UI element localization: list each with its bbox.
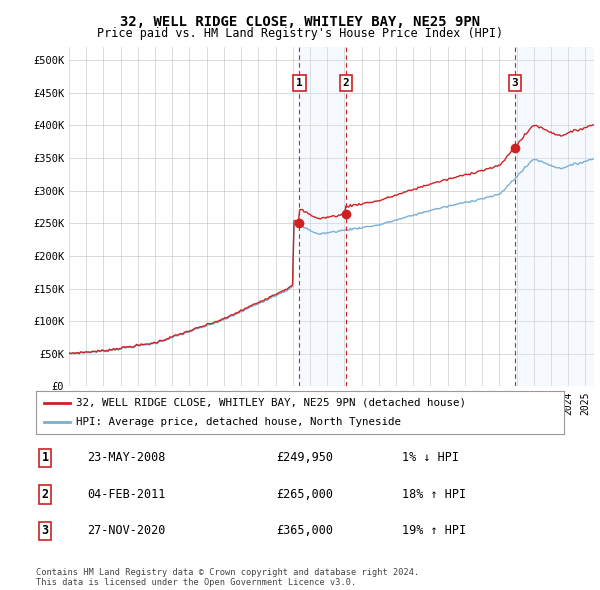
- Text: 27-NOV-2020: 27-NOV-2020: [87, 525, 166, 537]
- Text: 32, WELL RIDGE CLOSE, WHITLEY BAY, NE25 9PN (detached house): 32, WELL RIDGE CLOSE, WHITLEY BAY, NE25 …: [76, 398, 466, 408]
- Text: £265,000: £265,000: [276, 488, 333, 501]
- Bar: [299, 47, 346, 386]
- Text: 2: 2: [41, 488, 49, 501]
- Text: HPI: Average price, detached house, North Tyneside: HPI: Average price, detached house, Nort…: [76, 417, 401, 427]
- Text: 18% ↑ HPI: 18% ↑ HPI: [402, 488, 466, 501]
- Text: 04-FEB-2011: 04-FEB-2011: [87, 488, 166, 501]
- Bar: [515, 47, 594, 386]
- Text: 32, WELL RIDGE CLOSE, WHITLEY BAY, NE25 9PN: 32, WELL RIDGE CLOSE, WHITLEY BAY, NE25 …: [120, 15, 480, 29]
- Text: Price paid vs. HM Land Registry's House Price Index (HPI): Price paid vs. HM Land Registry's House …: [97, 27, 503, 40]
- Text: £249,950: £249,950: [276, 451, 333, 464]
- Text: 1: 1: [41, 451, 49, 464]
- Text: 1: 1: [296, 78, 303, 88]
- Text: 3: 3: [512, 78, 518, 88]
- Text: 3: 3: [41, 525, 49, 537]
- Text: £365,000: £365,000: [276, 525, 333, 537]
- Text: 2: 2: [343, 78, 349, 88]
- Text: 19% ↑ HPI: 19% ↑ HPI: [402, 525, 466, 537]
- Text: 23-MAY-2008: 23-MAY-2008: [87, 451, 166, 464]
- Text: Contains HM Land Registry data © Crown copyright and database right 2024.
This d: Contains HM Land Registry data © Crown c…: [36, 568, 419, 587]
- Text: 1% ↓ HPI: 1% ↓ HPI: [402, 451, 459, 464]
